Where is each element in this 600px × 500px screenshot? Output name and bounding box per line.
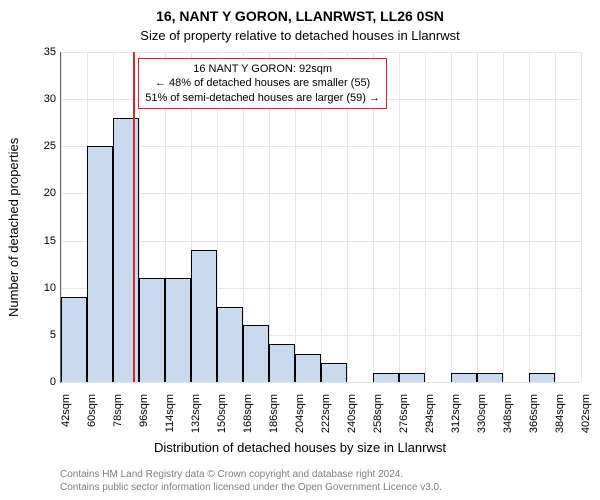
- annotation-line: ← 48% of detached houses are smaller (55…: [145, 76, 380, 90]
- chart-container: 16, NANT Y GORON, LLANRWST, LL26 0SN Siz…: [0, 0, 600, 500]
- gridline-v: [529, 52, 530, 382]
- histogram-bar: [165, 278, 191, 382]
- footer-line-1: Contains HM Land Registry data © Crown c…: [60, 468, 442, 481]
- histogram-bar: [269, 344, 295, 382]
- x-tick-label: 132sqm: [190, 394, 202, 440]
- gridline-v: [503, 52, 504, 382]
- gridline-h: [61, 193, 581, 194]
- x-tick-label: 222sqm: [320, 394, 332, 440]
- x-tick-label: 204sqm: [294, 394, 306, 440]
- x-tick-label: 312sqm: [450, 394, 462, 440]
- x-tick-label: 366sqm: [528, 394, 540, 440]
- histogram-bar: [451, 373, 477, 382]
- footer-line-2: Contains public sector information licen…: [60, 481, 442, 494]
- y-tick-label: 35: [30, 46, 56, 58]
- x-tick-label: 258sqm: [372, 394, 384, 440]
- histogram-bar: [87, 146, 113, 382]
- y-tick-label: 10: [30, 282, 56, 294]
- x-tick-label: 78sqm: [112, 394, 124, 440]
- histogram-bar: [139, 278, 165, 382]
- y-tick-label: 0: [30, 376, 56, 388]
- x-tick-label: 240sqm: [346, 394, 358, 440]
- gridline-v: [425, 52, 426, 382]
- gridline-v: [451, 52, 452, 382]
- y-tick-label: 20: [30, 187, 56, 199]
- gridline-v: [581, 52, 582, 382]
- x-tick-label: 168sqm: [242, 394, 254, 440]
- x-tick-label: 96sqm: [138, 394, 150, 440]
- gridline-v: [477, 52, 478, 382]
- annotation-box: 16 NANT Y GORON: 92sqm← 48% of detached …: [138, 58, 387, 109]
- reference-line: [133, 52, 135, 382]
- x-tick-label: 60sqm: [86, 394, 98, 440]
- gridline-v: [399, 52, 400, 382]
- x-tick-label: 348sqm: [502, 394, 514, 440]
- gridline-v: [555, 52, 556, 382]
- chart-title-main: 16, NANT Y GORON, LLANRWST, LL26 0SN: [0, 8, 600, 24]
- y-tick-label: 25: [30, 140, 56, 152]
- histogram-bar: [61, 297, 87, 382]
- gridline-h: [61, 241, 581, 242]
- y-tick-label: 30: [30, 93, 56, 105]
- gridline-h: [61, 382, 581, 383]
- x-tick-label: 402sqm: [580, 394, 592, 440]
- y-tick-label: 5: [30, 329, 56, 341]
- footer-attribution: Contains HM Land Registry data © Crown c…: [60, 468, 442, 494]
- x-tick-label: 330sqm: [476, 394, 488, 440]
- y-axis-label: Number of detached properties: [6, 138, 21, 317]
- histogram-bar: [373, 373, 399, 382]
- gridline-h: [61, 52, 581, 53]
- x-tick-label: 150sqm: [216, 394, 228, 440]
- histogram-bar: [295, 354, 321, 382]
- x-tick-label: 186sqm: [268, 394, 280, 440]
- x-tick-label: 42sqm: [60, 394, 72, 440]
- histogram-bar: [399, 373, 425, 382]
- x-tick-label: 114sqm: [164, 394, 176, 440]
- annotation-line: 16 NANT Y GORON: 92sqm: [145, 62, 380, 76]
- histogram-bar: [243, 325, 269, 382]
- annotation-line: 51% of semi-detached houses are larger (…: [145, 91, 380, 105]
- y-tick-label: 15: [30, 235, 56, 247]
- histogram-bar: [529, 373, 555, 382]
- x-tick-label: 384sqm: [554, 394, 566, 440]
- histogram-bar: [477, 373, 503, 382]
- histogram-bar: [321, 363, 347, 382]
- histogram-bar: [191, 250, 217, 382]
- x-tick-label: 294sqm: [424, 394, 436, 440]
- x-tick-label: 276sqm: [398, 394, 410, 440]
- histogram-bar: [217, 307, 243, 382]
- gridline-h: [61, 146, 581, 147]
- x-axis-label: Distribution of detached houses by size …: [0, 440, 600, 455]
- chart-title-sub: Size of property relative to detached ho…: [0, 28, 600, 43]
